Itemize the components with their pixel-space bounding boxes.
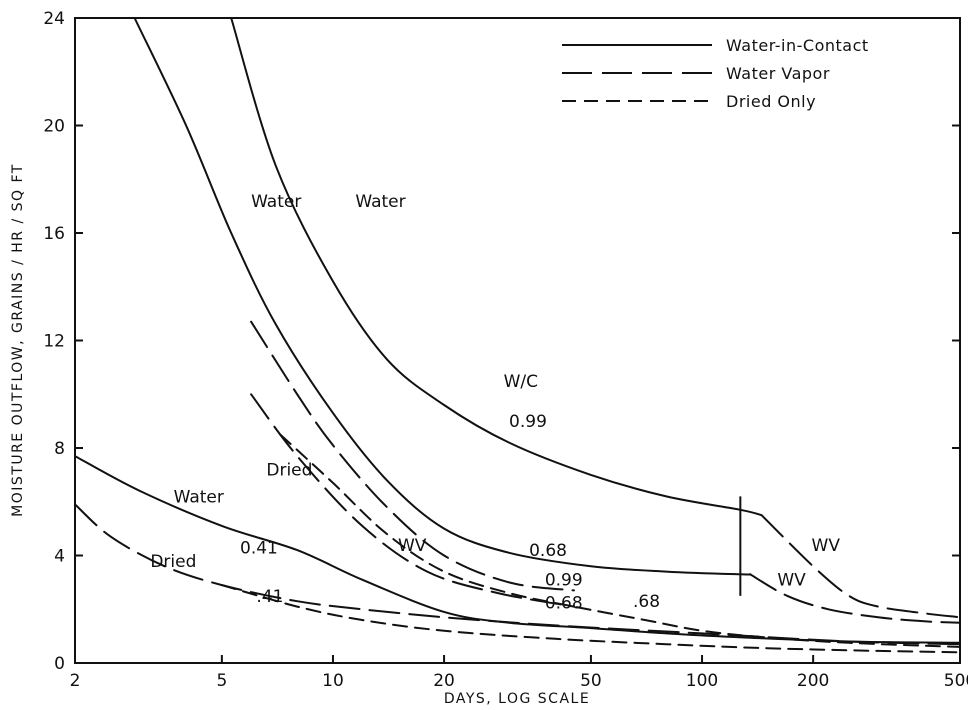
x-tick-label: 50: [580, 671, 602, 691]
x-tick-label: 2: [70, 671, 81, 691]
y-tick-label: 4: [54, 547, 65, 567]
series-line-dash-6: [279, 433, 961, 648]
curve-annotation: 0.99: [509, 412, 547, 432]
curve-annotation: 0.68: [545, 594, 583, 614]
series-line-long-dash-8: [74, 503, 961, 646]
series-line-solid-7: [74, 455, 961, 644]
series-lines: [74, 17, 961, 654]
x-axis-title: DAYS, LOG SCALE: [444, 691, 590, 707]
y-tick-label: 24: [43, 9, 65, 29]
x-tick-label: 200: [797, 671, 829, 691]
y-tick-label: 0: [54, 654, 65, 674]
x-tick-label: 20: [433, 671, 455, 691]
series-line-solid-2: [133, 17, 752, 576]
curve-annotation: W/C: [504, 372, 538, 392]
plot-frame: [74, 17, 961, 664]
curve-annotation: Dried: [266, 461, 312, 481]
series-line-long-dash-1: [760, 514, 961, 619]
curve-annotation: .41: [256, 587, 283, 607]
legend: Water-in-Contact Water Vapor Dried Only: [562, 36, 869, 111]
curve-annotation: 0.41: [240, 538, 278, 558]
y-tick-label: 16: [43, 224, 65, 244]
y-axis-title: MOISTURE OUTFLOW, GRAINS / HR / SQ FT: [10, 163, 26, 517]
curve-annotation: .68: [633, 592, 660, 612]
x-tick-label: 500: [944, 671, 968, 691]
legend-label-dried-only: Dried Only: [726, 92, 816, 111]
legend-label-water-in-contact: Water-in-Contact: [726, 36, 869, 55]
curve-annotation: Water: [355, 192, 405, 212]
curve-annotations: Water Water W/C 0.99 Dried Water 0.41 WV 0.68 Dri…: [150, 192, 840, 614]
curve-annotation: WV: [777, 571, 806, 591]
curve-annotation: Water: [174, 487, 224, 507]
curve-annotation: 0.99: [545, 571, 583, 591]
curve-annotation: Dried: [150, 552, 196, 572]
x-tick-label: 10: [322, 671, 344, 691]
axis-ticks: 2 5 10 20 50 100 200 500 0 4 8 12 16 20 24: [43, 9, 968, 691]
x-tick-label: 5: [216, 671, 227, 691]
series-line-long-dash-4: [250, 320, 575, 592]
y-tick-label: 8: [54, 439, 65, 459]
series-line-solid-0: [230, 17, 763, 517]
curve-annotation: 0.68: [529, 541, 567, 561]
series-line-dash-9: [220, 584, 961, 654]
curve-annotation: WV: [812, 536, 841, 556]
legend-label-water-vapor: Water Vapor: [726, 64, 830, 83]
curve-annotation: WV: [398, 536, 427, 556]
curve-annotation: Water: [251, 192, 301, 212]
series-line-long-dash-5: [250, 393, 575, 608]
series-line-long-dash-3: [749, 573, 961, 624]
y-tick-label: 12: [43, 332, 65, 352]
y-tick-label: 20: [43, 117, 65, 137]
x-tick-label: 100: [686, 671, 718, 691]
